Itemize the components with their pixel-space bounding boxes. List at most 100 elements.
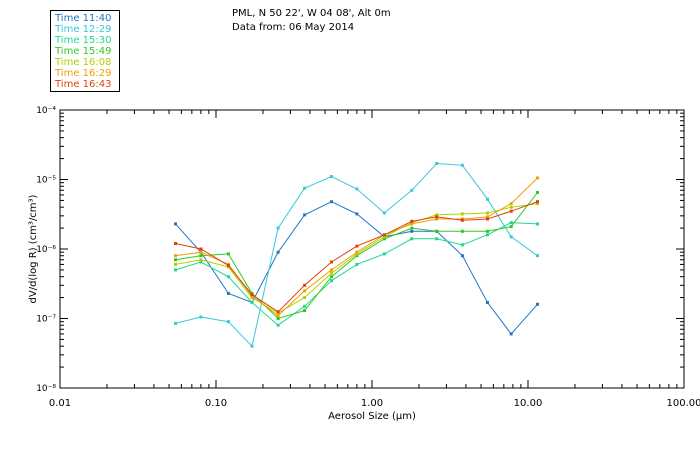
- plot-area: [174, 162, 539, 348]
- data-point-0-12: [486, 301, 489, 304]
- legend-item-1143: Time 11:40: [55, 13, 112, 24]
- data-point-3-10: [435, 229, 439, 233]
- data-point-6-4: [276, 310, 280, 314]
- data-point-2-0: [174, 268, 177, 272]
- y-axis-label: dV/d(log R) (cm³/cm³): [28, 194, 39, 303]
- y-tick-label: 10⁻⁷: [36, 315, 56, 325]
- x-tick-label: 0.01: [49, 398, 71, 409]
- data-point-4-2: [226, 265, 230, 269]
- data-point-4-12: [486, 211, 489, 215]
- data-point-5-1: [199, 250, 203, 254]
- data-point-2-10: [435, 237, 439, 241]
- data-point-5-9: [410, 222, 414, 226]
- data-point-6-14: [536, 200, 539, 204]
- data-point-1-11: [460, 163, 464, 167]
- x-tick-label: 1.00: [361, 398, 383, 409]
- data-point-4-10: [435, 213, 439, 217]
- data-point-0-9: [410, 229, 414, 233]
- data-point-4-11: [460, 212, 464, 216]
- x-tick-label: 0.10: [205, 398, 227, 409]
- data-point-6-3: [250, 293, 254, 297]
- data-point-3-1: [199, 254, 203, 258]
- data-point-2-9: [410, 237, 414, 241]
- data-point-1-7: [355, 187, 359, 191]
- data-point-6-1: [199, 247, 203, 251]
- data-point-0-11: [460, 254, 464, 258]
- data-point-2-7: [355, 262, 359, 266]
- data-point-0-5: [303, 213, 307, 217]
- data-point-2-13: [509, 221, 513, 225]
- data-point-3-5: [303, 309, 307, 313]
- data-point-1-14: [536, 254, 539, 258]
- y-tick-label: 10⁻⁵: [36, 176, 56, 186]
- y-tick-label: 10⁻⁴: [36, 106, 56, 116]
- data-point-1-2: [226, 320, 230, 324]
- data-point-3-0: [174, 258, 177, 262]
- x-tick-label: 10.00: [514, 398, 543, 409]
- data-point-1-8: [382, 211, 386, 215]
- data-point-6-9: [410, 219, 414, 223]
- legend-item-1530: Time 15:30: [55, 35, 112, 46]
- data-point-6-12: [486, 217, 489, 221]
- data-point-6-5: [303, 283, 307, 287]
- data-point-5-4: [276, 314, 280, 318]
- data-point-5-12: [486, 215, 489, 219]
- y-tick-label: 10⁻⁶: [36, 245, 56, 255]
- data-point-6-7: [355, 244, 359, 248]
- data-point-5-7: [355, 250, 359, 254]
- y-tick-label: 10⁻⁸: [36, 384, 56, 394]
- data-point-3-13: [509, 225, 513, 229]
- data-point-3-8: [382, 237, 386, 241]
- data-point-1-3: [250, 344, 254, 348]
- data-point-2-5: [303, 304, 307, 308]
- data-point-4-13: [509, 205, 513, 209]
- data-point-2-14: [536, 222, 539, 226]
- data-point-3-7: [355, 254, 359, 258]
- data-point-0-2: [226, 291, 230, 295]
- legend-item-1229: Time 12:29: [55, 24, 112, 35]
- data-point-6-0: [174, 242, 177, 245]
- data-point-1-1: [199, 315, 203, 319]
- data-point-5-13: [509, 202, 513, 206]
- data-point-3-9: [410, 226, 414, 230]
- data-point-1-5: [303, 186, 307, 190]
- data-point-5-6: [330, 268, 333, 272]
- data-point-2-2: [226, 275, 230, 279]
- data-point-0-4: [276, 250, 280, 254]
- data-point-1-12: [486, 197, 489, 201]
- data-point-4-6: [330, 271, 333, 275]
- legend-item-1608: Time 16:08: [55, 57, 112, 68]
- data-point-3-11: [460, 229, 464, 233]
- x-tick-label: 100.00: [667, 398, 700, 409]
- data-point-0-13: [509, 332, 513, 336]
- data-point-2-4: [276, 323, 280, 327]
- data-point-1-6: [330, 175, 333, 179]
- series-line-4: [175, 203, 538, 314]
- data-point-1-13: [509, 235, 513, 239]
- date-header: Data from: 06 May 2014: [232, 22, 355, 33]
- data-point-6-6: [330, 260, 333, 264]
- plot-frame: [59, 109, 685, 389]
- data-point-6-13: [509, 209, 513, 213]
- data-point-1-0: [174, 321, 177, 325]
- data-point-2-8: [382, 252, 386, 256]
- data-point-3-14: [536, 191, 539, 194]
- legend-item-1549: Time 15:49: [55, 46, 112, 57]
- data-point-3-12: [486, 229, 489, 233]
- data-point-6-11: [460, 218, 464, 222]
- data-point-2-11: [460, 243, 464, 247]
- data-point-5-14: [536, 176, 539, 180]
- data-point-5-10: [435, 217, 439, 221]
- data-point-6-2: [226, 263, 230, 267]
- data-point-5-0: [174, 254, 177, 258]
- data-point-2-3: [250, 301, 254, 304]
- data-point-0-14: [536, 302, 539, 306]
- data-point-2-12: [486, 233, 489, 237]
- legend: Time 11:40 Time 12:29 Time 15:30 Time 15…: [50, 10, 120, 92]
- data-point-3-6: [330, 275, 333, 279]
- data-point-0-6: [330, 200, 333, 204]
- data-point-2-6: [330, 279, 333, 283]
- data-point-2-1: [199, 260, 203, 264]
- data-point-4-7: [355, 252, 359, 256]
- data-point-1-9: [410, 188, 414, 192]
